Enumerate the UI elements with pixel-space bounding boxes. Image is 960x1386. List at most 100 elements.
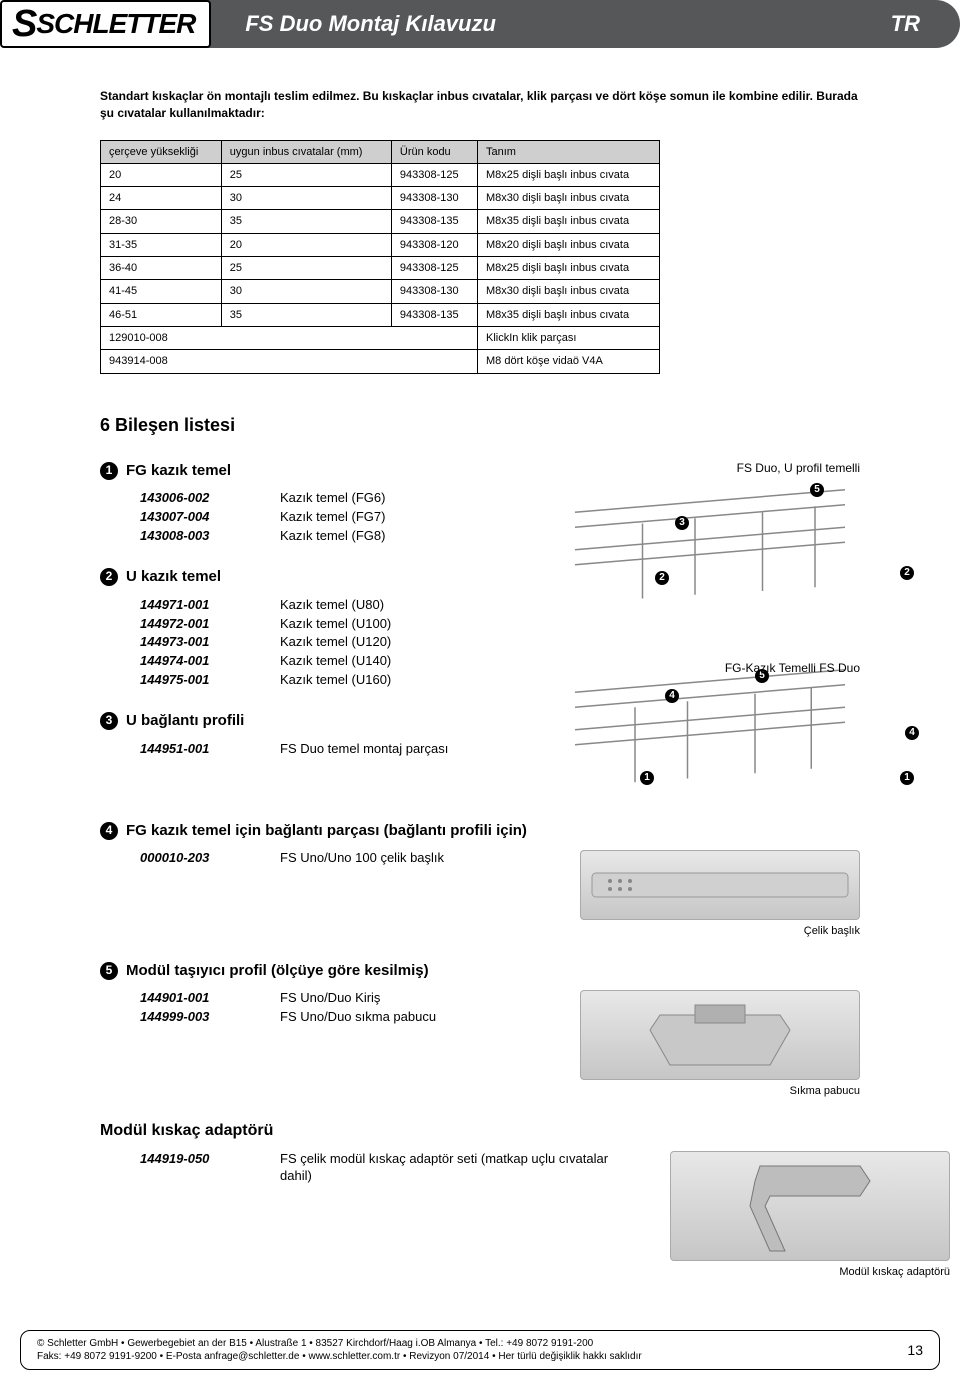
callout-3: 3 bbox=[675, 516, 689, 530]
component-1: 1 FG kazık temel 143006-002 Kazık temel (… bbox=[100, 461, 540, 545]
table-cell: 943308-130 bbox=[391, 187, 477, 210]
table-cell: 35 bbox=[221, 210, 391, 233]
bullet-4: 4 bbox=[100, 822, 118, 840]
comp-1-title: FG kazık temel bbox=[126, 461, 231, 481]
steel-cap-caption: Çelik başlık bbox=[570, 924, 860, 938]
table-cell: 35 bbox=[221, 303, 391, 326]
part-desc: Kazık temel (U100) bbox=[280, 616, 540, 633]
part-desc: Kazık temel (U160) bbox=[280, 672, 540, 689]
table-cell: M8x25 dişli başlı inbus cıvata bbox=[478, 163, 660, 186]
part-desc: FS Uno/Uno 100 çelik başlık bbox=[280, 850, 540, 867]
component-row: 000010-203 FS Uno/Uno 100 çelik başlık bbox=[140, 850, 540, 867]
table-cell: 46-51 bbox=[101, 303, 222, 326]
part-code: 143006-002 bbox=[140, 490, 250, 507]
part-code: 144971-001 bbox=[140, 597, 250, 614]
bullet-5: 5 bbox=[100, 962, 118, 980]
component-5: 5 Modül taşıyıcı profil (ölçüye göre kes… bbox=[100, 961, 860, 1099]
table-cell: 30 bbox=[221, 187, 391, 210]
table-cell: 31-35 bbox=[101, 233, 222, 256]
table-cell: KlickIn klik parçası bbox=[478, 326, 660, 349]
part-desc: FS Uno/Duo sıkma pabucu bbox=[280, 1009, 540, 1026]
table-row: 31-3520943308-120M8x20 dişli başlı inbus… bbox=[101, 233, 660, 256]
table-cell: M8x30 dişli başlı inbus cıvata bbox=[478, 187, 660, 210]
component-row: 144973-001 Kazık temel (U120) bbox=[140, 634, 540, 651]
steel-cap-image bbox=[580, 850, 860, 920]
part-code: 000010-203 bbox=[140, 850, 250, 867]
part-desc: FS Duo temel montaj parçası bbox=[280, 741, 540, 758]
table-cell: 943308-135 bbox=[391, 210, 477, 233]
footer-line-2: Faks: +49 8072 9191-9200 • E-Posta anfra… bbox=[37, 1350, 642, 1363]
part-desc: Kazık temel (FG6) bbox=[280, 490, 540, 507]
brand-text: SCHLETTER bbox=[36, 6, 195, 42]
callout-1a: 1 bbox=[640, 771, 654, 785]
table-cell: 25 bbox=[221, 163, 391, 186]
title-bar: FS Duo Montaj Kılavuzu TR bbox=[185, 0, 960, 48]
diagram-label-bottom: FG-Kazık Temelli FS Duo bbox=[725, 661, 860, 677]
component-row: 143006-002 Kazık temel (FG6) bbox=[140, 490, 540, 507]
table-row: 943914-008M8 dört köşe vidaö V4A bbox=[101, 350, 660, 373]
component-row: 144919-050FS çelik modül kıskaç adaptör … bbox=[140, 1151, 640, 1185]
table-cell: 943308-120 bbox=[391, 233, 477, 256]
table-cell: 20 bbox=[101, 163, 222, 186]
th-1: uygun inbus cıvatalar (mm) bbox=[221, 140, 391, 163]
lang-flag: TR bbox=[891, 10, 920, 39]
component-3: 3 U bağlantı profili 144951-001FS Duo te… bbox=[100, 711, 540, 757]
table-cell: 943914-008 bbox=[101, 350, 478, 373]
component-row: 144901-001FS Uno/Duo Kiriş bbox=[140, 990, 540, 1007]
section-6-title: 6 Bileşen listesi bbox=[100, 414, 860, 437]
table-cell: 41-45 bbox=[101, 280, 222, 303]
table-row: 129010-008KlickIn klik parçası bbox=[101, 326, 660, 349]
table-cell: M8x25 dişli başlı inbus cıvata bbox=[478, 257, 660, 280]
component-row: 144951-001 FS Duo temel montaj parçası bbox=[140, 741, 540, 758]
table-cell: M8x35 dişli başlı inbus cıvata bbox=[478, 210, 660, 233]
table-row: 2430943308-130M8x30 dişli başlı inbus cı… bbox=[101, 187, 660, 210]
component-4: 4 FG kazık temel için bağlantı parçası (… bbox=[100, 821, 860, 939]
bullet-1: 1 bbox=[100, 462, 118, 480]
callout-2b: 2 bbox=[900, 566, 914, 580]
component-row: 144974-001 Kazık temel (U140) bbox=[140, 653, 540, 670]
callout-4b: 4 bbox=[905, 726, 919, 740]
part-code: 144951-001 bbox=[140, 741, 250, 758]
clamp-shoe-image bbox=[580, 990, 860, 1080]
table-row: 41-4530943308-130M8x30 dişli başlı inbus… bbox=[101, 280, 660, 303]
part-desc: Kazık temel (FG7) bbox=[280, 509, 540, 526]
callout-4a: 4 bbox=[665, 689, 679, 703]
component-row: 143008-003Kazık temel (FG8) bbox=[140, 528, 540, 545]
component-row: 144972-001 Kazık temel (U100) bbox=[140, 616, 540, 633]
table-cell: 28-30 bbox=[101, 210, 222, 233]
clamp-shoe-caption: Sıkma pabucu bbox=[570, 1084, 860, 1098]
part-code: 144973-001 bbox=[140, 634, 250, 651]
part-code: 144974-001 bbox=[140, 653, 250, 670]
component-row: 144999-003FS Uno/Duo sıkma pabucu bbox=[140, 1009, 540, 1026]
part-code: 143008-003 bbox=[140, 528, 250, 545]
adapter-caption: Modül kıskaç adaptörü bbox=[670, 1265, 950, 1279]
table-row: 2025943308-125M8x25 dişli başlı inbus cı… bbox=[101, 163, 660, 186]
comp-5-title: Modül taşıyıcı profil (ölçüye göre kesil… bbox=[126, 961, 429, 981]
callout-1b: 1 bbox=[900, 771, 914, 785]
table-cell: M8 dört köşe vidaö V4A bbox=[478, 350, 660, 373]
component-row: 144975-001Kazık temel (U160) bbox=[140, 672, 540, 689]
part-code: 144972-001 bbox=[140, 616, 250, 633]
th-0: çerçeve yüksekliği bbox=[101, 140, 222, 163]
comp-4-title: FG kazık temel için bağlantı parçası (ba… bbox=[126, 821, 527, 841]
part-code: 144901-001 bbox=[140, 990, 250, 1007]
assembly-diagram-fg: 4 5 4 1 1 FG-Kazık Temelli FS Duo bbox=[560, 641, 860, 811]
table-cell: M8x20 dişli başlı inbus cıvata bbox=[478, 233, 660, 256]
table-cell: 129010-008 bbox=[101, 326, 478, 349]
table-row: 36-4025943308-125M8x25 dişli başlı inbus… bbox=[101, 257, 660, 280]
spec-table: çerçeve yüksekliği uygun inbus cıvatalar… bbox=[100, 140, 660, 374]
brand-logo: SSCHLETTER bbox=[0, 0, 211, 48]
bullet-3: 3 bbox=[100, 712, 118, 730]
table-cell: 20 bbox=[221, 233, 391, 256]
table-cell: M8x35 dişli başlı inbus cıvata bbox=[478, 303, 660, 326]
table-cell: 30 bbox=[221, 280, 391, 303]
callout-2a: 2 bbox=[655, 571, 669, 585]
part-desc: Kazık temel (U140) bbox=[280, 653, 540, 670]
page-footer: © Schletter GmbH • Gewerbegebiet an der … bbox=[20, 1330, 940, 1370]
part-desc: Kazık temel (U120) bbox=[280, 634, 540, 651]
part-desc: Kazık temel (U80) bbox=[280, 597, 540, 614]
th-3: Tanım bbox=[478, 140, 660, 163]
table-cell: 943308-130 bbox=[391, 280, 477, 303]
component-row: 143007-004Kazık temel (FG7) bbox=[140, 509, 540, 526]
table-row: 28-3035943308-135M8x35 dişli başlı inbus… bbox=[101, 210, 660, 233]
